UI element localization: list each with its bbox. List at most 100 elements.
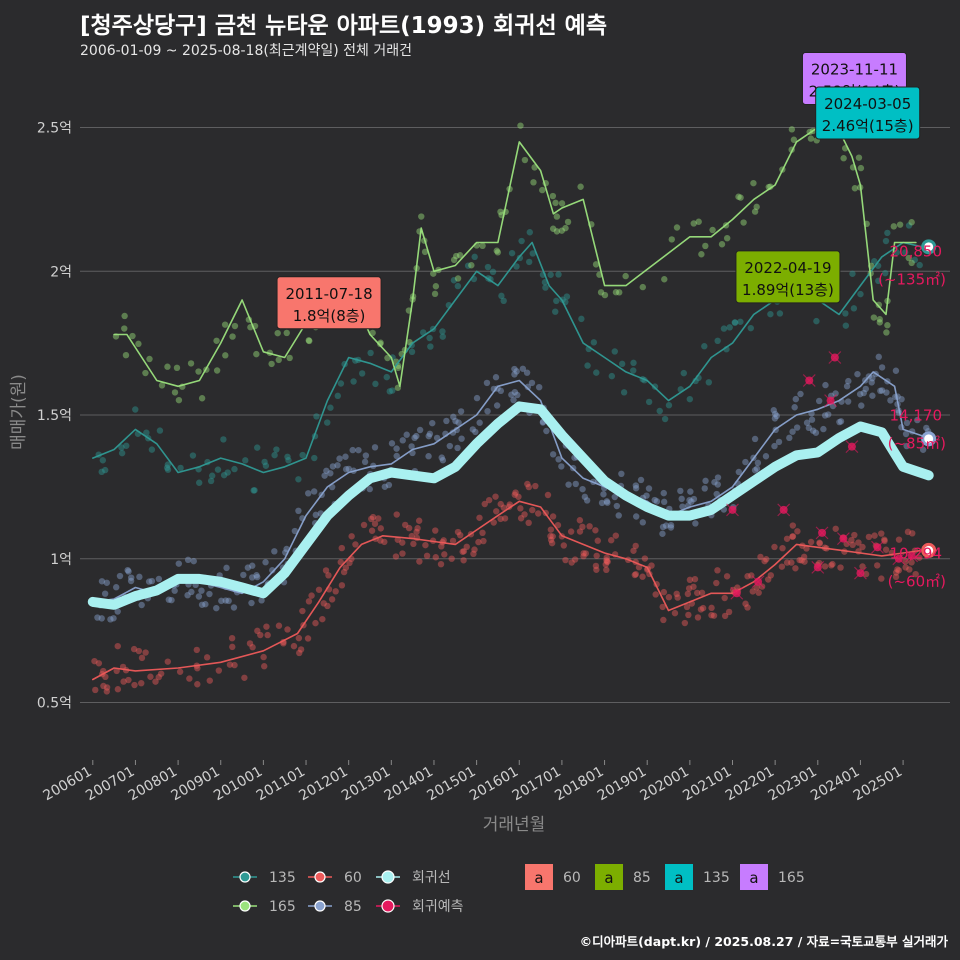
legend-box-label: 60 <box>563 870 581 886</box>
scatter-point <box>656 407 663 415</box>
end-point <box>921 542 937 558</box>
scatter-point <box>213 367 221 374</box>
scatter-point <box>684 590 692 598</box>
scatter-point <box>576 528 584 535</box>
scatter-point <box>432 283 440 290</box>
scatter-point <box>632 482 640 489</box>
scatter-point <box>138 679 145 687</box>
scatter-point <box>222 352 229 359</box>
scatter-point <box>895 567 903 574</box>
scatter-point <box>837 564 844 571</box>
scatter-point <box>425 453 432 460</box>
series-line-85 <box>92 371 930 603</box>
scatter-point <box>524 383 532 391</box>
scatter-point <box>836 418 843 426</box>
scatter-point <box>268 360 275 368</box>
scatter-point <box>571 556 579 563</box>
scatter-point <box>714 337 721 345</box>
scatter-point <box>244 564 252 571</box>
scatter-point <box>249 562 256 569</box>
legend-box-label: 135 <box>703 870 730 886</box>
scatter-point <box>547 271 554 278</box>
y-tick-label: 2.5억 <box>37 121 72 137</box>
scatter-point <box>771 410 779 418</box>
scatter-point <box>103 688 111 695</box>
scatter-point <box>697 606 705 613</box>
scatter-point <box>143 429 150 436</box>
scatter-point <box>563 293 571 300</box>
annotation-box <box>735 250 841 304</box>
scatter-point <box>297 646 305 653</box>
scatter-point <box>338 582 346 589</box>
scatter-point <box>327 470 334 477</box>
scatter-point <box>547 532 554 540</box>
scatter-point <box>790 136 798 143</box>
scatter-point <box>218 597 225 605</box>
scatter-point <box>576 517 584 524</box>
scatter-point <box>816 540 824 547</box>
scatter-point <box>843 383 851 390</box>
scatter-point <box>554 521 562 529</box>
scatter-point <box>231 661 238 669</box>
scatter-point <box>742 458 749 466</box>
scatter-point <box>329 463 337 470</box>
scatter-point <box>851 185 859 192</box>
scatter-point <box>731 319 738 326</box>
scatter-point <box>493 402 501 409</box>
scatter-point <box>456 531 464 539</box>
scatter-point <box>905 222 913 229</box>
scatter-point <box>146 355 153 363</box>
annotation-date: 2022-04-19 <box>744 259 831 277</box>
scatter-point <box>740 219 747 226</box>
scatter-point <box>525 519 532 527</box>
scatter-point <box>914 416 921 424</box>
scatter-point <box>202 601 209 608</box>
scatter-point <box>608 372 616 380</box>
scatter-point <box>213 337 220 344</box>
scatter-point <box>858 402 865 409</box>
scatter-point <box>121 312 128 320</box>
scatter-point <box>173 364 181 372</box>
scatter-point <box>484 263 492 271</box>
scatter-point <box>798 557 805 564</box>
scatter-point <box>399 437 406 444</box>
scatter-point <box>565 481 572 488</box>
scatter-point <box>338 544 345 552</box>
scatter-point <box>188 588 195 596</box>
scatter-point <box>513 263 520 270</box>
scatter-point <box>829 560 836 568</box>
scatter-point <box>135 340 142 348</box>
scatter-point <box>114 642 121 650</box>
scatter-point <box>194 664 201 672</box>
scatter-point <box>508 249 516 257</box>
scatter-point <box>122 351 130 359</box>
scatter-point <box>290 642 298 650</box>
legend-label: 85 <box>344 899 362 915</box>
scatter-point <box>413 432 420 440</box>
scatter-point <box>789 428 796 435</box>
scatter-point <box>582 550 590 557</box>
scatter-point <box>618 360 626 368</box>
scatter-point <box>155 673 162 681</box>
scatter-point <box>102 673 109 681</box>
scatter-point <box>497 208 504 216</box>
legend-label: 60 <box>344 870 362 886</box>
scatter-point <box>562 556 569 564</box>
scatter-point <box>101 590 109 597</box>
scatter-point <box>100 682 107 690</box>
scatter-point <box>416 426 424 434</box>
scatter-point <box>145 578 153 585</box>
scatter-point <box>898 395 905 403</box>
scatter-point <box>258 597 265 604</box>
scatter-point <box>158 382 166 389</box>
legend-box-swatch <box>665 864 693 890</box>
scatter-point <box>837 418 845 425</box>
scatter-point <box>763 556 770 563</box>
scatter-point <box>508 391 515 398</box>
scatter-point <box>603 566 610 574</box>
scatter-point <box>794 528 801 535</box>
scatter-point <box>688 498 695 505</box>
scatter-point <box>515 493 522 500</box>
scatter-point <box>908 259 915 267</box>
scatter-point <box>269 567 276 574</box>
